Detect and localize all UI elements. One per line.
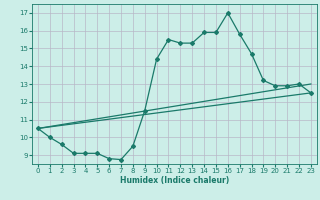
X-axis label: Humidex (Indice chaleur): Humidex (Indice chaleur): [120, 176, 229, 185]
